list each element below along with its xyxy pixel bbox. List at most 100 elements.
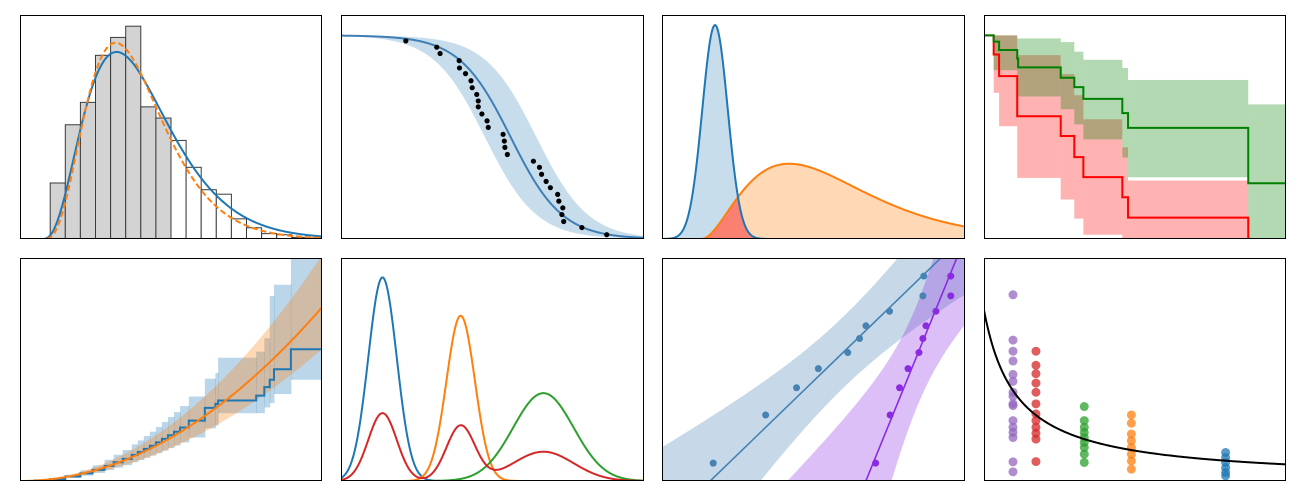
plot-area — [984, 34, 1286, 239]
plot-area — [20, 25, 322, 239]
data-point — [485, 124, 491, 131]
group-point — [1031, 369, 1041, 379]
data-point — [500, 131, 506, 137]
confidence-interval-block — [215, 373, 219, 426]
fit-curve — [984, 310, 1286, 466]
group-point — [1008, 467, 1018, 477]
group-point — [1079, 402, 1089, 412]
data-point — [947, 292, 955, 300]
overlap-fill — [662, 197, 965, 239]
confidence-interval-block — [264, 338, 271, 408]
group-point — [1008, 369, 1018, 379]
data-point — [922, 322, 930, 330]
data-point — [919, 335, 927, 343]
plot-area — [984, 290, 1286, 481]
data-point — [530, 158, 537, 164]
fitted-curve — [20, 306, 322, 481]
group-point — [1126, 449, 1136, 459]
data-point — [484, 118, 490, 124]
histogram-bar — [155, 117, 172, 239]
group-point — [1126, 418, 1136, 428]
density-overlap-panel — [662, 15, 965, 239]
data-point — [579, 224, 585, 231]
confidence-interval-block — [269, 295, 275, 403]
confidence-interval-block — [1128, 180, 1249, 239]
component-density-line — [341, 276, 644, 481]
group-scatter-panel — [984, 258, 1286, 481]
data-point — [502, 144, 508, 150]
data-point — [456, 58, 462, 64]
data-point — [547, 185, 553, 191]
data-point — [434, 44, 440, 50]
plot-area — [20, 258, 322, 481]
plot-area — [341, 34, 644, 239]
histogram-bar — [200, 189, 217, 239]
histogram-bar — [140, 106, 157, 239]
group-point — [1031, 346, 1041, 356]
group-point — [1008, 457, 1018, 467]
mixture-density-panel — [341, 258, 644, 481]
group-point — [1079, 457, 1089, 467]
data-point — [556, 198, 562, 204]
data-point — [462, 71, 469, 77]
group-point — [1126, 429, 1136, 439]
plot-area — [662, 258, 965, 481]
group-point — [1031, 399, 1041, 409]
data-point — [504, 151, 510, 158]
group-point — [1221, 471, 1231, 481]
confidence-interval-block — [155, 427, 163, 454]
data-point — [469, 85, 475, 91]
data-point — [560, 205, 566, 211]
confidence-interval-block — [1248, 104, 1286, 239]
blue-density-line — [662, 24, 965, 239]
data-point — [856, 335, 864, 343]
blue-density-fill — [662, 25, 965, 239]
confidence-interval-block — [149, 431, 157, 456]
data-point — [479, 111, 485, 117]
group-point — [1126, 410, 1136, 420]
group-point — [1031, 457, 1041, 467]
component-density-line — [341, 392, 644, 481]
group-point — [1031, 360, 1041, 370]
confidence-interval-block — [180, 406, 190, 443]
component-density-line — [341, 314, 644, 481]
group-point — [1008, 401, 1018, 411]
confidence-interval-block — [161, 421, 169, 451]
group-point — [1126, 436, 1136, 446]
group-point — [1126, 456, 1136, 466]
confidence-interval-block — [113, 454, 124, 468]
data-point — [814, 365, 822, 373]
confidence-interval-block — [137, 440, 145, 461]
group-point — [1008, 356, 1018, 366]
data-point — [844, 349, 852, 357]
group-point — [1008, 335, 1018, 345]
data-point — [475, 104, 481, 110]
survival-step-line — [984, 34, 1286, 185]
data-point — [896, 384, 904, 392]
histogram-bar — [246, 227, 263, 239]
plot-area — [662, 24, 965, 239]
confidence-interval-block — [273, 284, 292, 395]
confidence-band — [341, 35, 644, 239]
confidence-interval-block — [218, 357, 257, 414]
data-point — [932, 307, 940, 315]
data-point — [475, 98, 481, 104]
empirical-step-line — [20, 348, 322, 481]
group-point — [1008, 416, 1018, 426]
data-point — [762, 411, 770, 419]
group-point — [1008, 433, 1018, 443]
data-point — [555, 191, 561, 198]
confidence-interval-block — [290, 258, 322, 380]
confidence-interval-block — [204, 378, 216, 429]
group-point — [1079, 449, 1089, 459]
confidence-interval-block — [1060, 42, 1075, 110]
data-point — [793, 384, 801, 392]
data-point — [904, 365, 912, 373]
data-point — [886, 307, 894, 315]
data-point — [403, 38, 409, 44]
solid-fit-curve — [20, 50, 322, 239]
data-point — [559, 211, 565, 218]
logistic-fit-line — [341, 34, 644, 239]
group-point — [1031, 378, 1041, 388]
group-point — [1031, 387, 1041, 397]
